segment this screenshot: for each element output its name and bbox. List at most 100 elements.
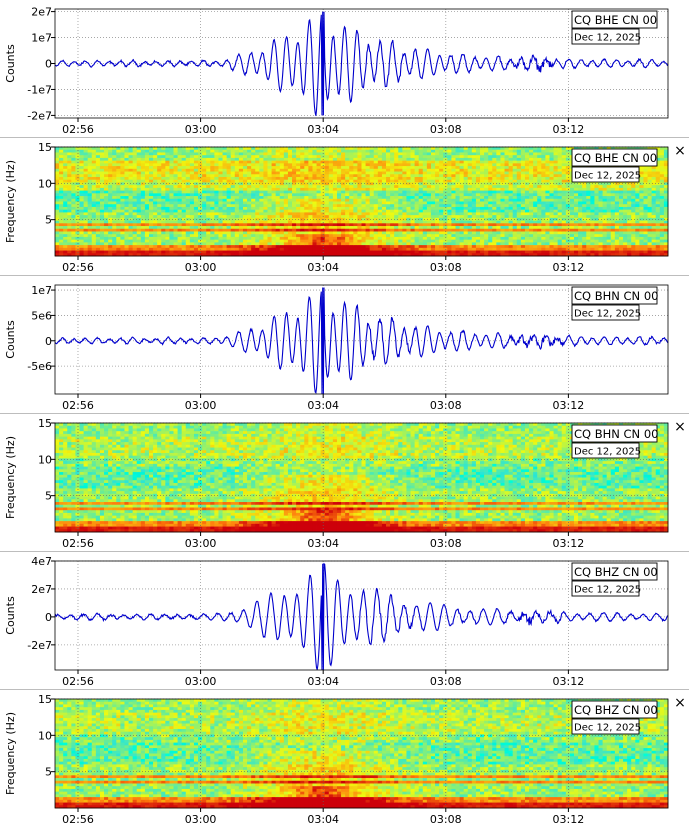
station-title: CQ BHE CN 00 bbox=[574, 151, 657, 165]
BHE-spectrogram-chart: 15 10 5 Frequency (Hz) 02:56 03:00 03:04 03:08 0… bbox=[4, 141, 686, 274]
waveform-trace bbox=[54, 562, 669, 671]
station-date: Dec 12, 2025 bbox=[574, 309, 641, 320]
x-tick-label: 02:56 bbox=[62, 123, 94, 136]
y-tick-label: -1e7 bbox=[27, 83, 52, 96]
y-tick-label: 10 bbox=[38, 177, 52, 190]
x-tick-label: 03:08 bbox=[430, 399, 462, 412]
panel-divider bbox=[0, 689, 689, 690]
x-tick-label: 03:04 bbox=[307, 399, 339, 412]
x-tick-label: 03:12 bbox=[553, 537, 585, 550]
x-tick-label: 03:00 bbox=[185, 813, 217, 826]
station-badge: CQ BHE CN 00 Dec 12, 2025 bbox=[571, 148, 658, 183]
station-title: CQ BHE CN 00 bbox=[574, 13, 657, 27]
station-date: Dec 12, 2025 bbox=[574, 33, 641, 44]
x-tick-label: 02:56 bbox=[62, 537, 94, 550]
x-tick-label: 03:04 bbox=[307, 537, 339, 550]
waveform-trace bbox=[54, 287, 669, 395]
y-tick-label: 15 bbox=[38, 693, 52, 706]
waveform-trace bbox=[54, 11, 669, 116]
x-tick-label: 03:12 bbox=[553, 813, 585, 826]
x-tick-label: 03:08 bbox=[430, 261, 462, 274]
x-tick-label: 02:56 bbox=[62, 675, 94, 688]
station-badge: CQ BHZ CN 00 Dec 12, 2025 bbox=[571, 700, 658, 735]
station-title: CQ BHN CN 00 bbox=[574, 289, 658, 303]
station-title: CQ BHZ CN 00 bbox=[574, 703, 658, 717]
station-date: Dec 12, 2025 bbox=[574, 447, 641, 458]
x-tick-label: 03:12 bbox=[553, 261, 585, 274]
station-title: CQ BHN CN 00 bbox=[574, 427, 658, 441]
close-icon[interactable]: × bbox=[674, 143, 686, 159]
x-tick-label: 03:04 bbox=[307, 123, 339, 136]
y-axis-label: Counts bbox=[4, 44, 17, 83]
y-tick-label: 5 bbox=[45, 490, 52, 503]
x-tick-label: 02:56 bbox=[62, 399, 94, 412]
x-tick-label: 02:56 bbox=[62, 261, 94, 274]
plot-frame bbox=[54, 560, 669, 671]
x-tick-label: 03:00 bbox=[185, 123, 217, 136]
station-title: CQ BHZ CN 00 bbox=[574, 565, 658, 579]
y-axis-label: Counts bbox=[4, 596, 17, 635]
y-tick-label: 4e7 bbox=[31, 555, 52, 568]
plot-frame bbox=[54, 422, 669, 533]
y-axis-label: Counts bbox=[4, 320, 17, 359]
x-tick-label: 03:00 bbox=[185, 399, 217, 412]
y-tick-label: -2e7 bbox=[27, 109, 52, 122]
plot-frame bbox=[54, 8, 669, 119]
close-icon[interactable]: × bbox=[674, 419, 686, 435]
station-date: Dec 12, 2025 bbox=[574, 585, 641, 596]
y-tick-label: 1e7 bbox=[31, 284, 52, 297]
y-tick-label: 15 bbox=[38, 141, 52, 154]
BHZ-waveform-chart: 4e7 2e7 0 -2e7 Counts 02:56 03:00 03:04 03:08 03:… bbox=[4, 555, 669, 688]
BHZ-spectrogram-chart: 15 10 5 Frequency (Hz) 02:56 03:00 03:04 03:08 0… bbox=[4, 693, 686, 826]
y-tick-label: 10 bbox=[38, 729, 52, 742]
y-tick-label: 5 bbox=[45, 766, 52, 779]
x-tick-label: 03:04 bbox=[307, 675, 339, 688]
plot-frame bbox=[54, 284, 669, 395]
BHN-waveform-chart: 1e7 5e6 0 -5e6 Counts 02:56 03:00 03:04 03:08 03:… bbox=[4, 284, 669, 412]
plot-frame bbox=[54, 698, 669, 809]
y-tick-label: 2e7 bbox=[31, 6, 52, 19]
x-tick-label: 02:56 bbox=[62, 813, 94, 826]
x-tick-label: 03:08 bbox=[430, 537, 462, 550]
y-tick-label: 5e6 bbox=[31, 309, 52, 322]
x-tick-label: 03:12 bbox=[553, 399, 585, 412]
station-badge: CQ BHN CN 00 Dec 12, 2025 bbox=[571, 424, 658, 459]
x-tick-label: 03:00 bbox=[185, 261, 217, 274]
y-tick-label: -2e7 bbox=[27, 639, 52, 652]
x-tick-label: 03:08 bbox=[430, 123, 462, 136]
y-tick-label: 10 bbox=[38, 453, 52, 466]
station-date: Dec 12, 2025 bbox=[574, 171, 641, 182]
panel-divider bbox=[0, 551, 689, 552]
panel-divider bbox=[0, 137, 689, 138]
x-tick-label: 03:08 bbox=[430, 813, 462, 826]
plot-frame bbox=[54, 146, 669, 257]
BHE-waveform-chart: 2e7 1e7 0 -1e7 -2e7 Counts 02:56 03:00 03:04 03:0… bbox=[4, 6, 669, 136]
y-tick-label: 2e7 bbox=[31, 583, 52, 596]
y-tick-label: 5 bbox=[45, 214, 52, 227]
station-badge: CQ BHZ CN 00 Dec 12, 2025 bbox=[571, 562, 658, 597]
y-tick-label: 15 bbox=[38, 417, 52, 430]
panel-divider bbox=[0, 275, 689, 276]
y-tick-label: 0 bbox=[45, 335, 52, 348]
panel-divider bbox=[0, 413, 689, 414]
x-tick-label: 03:00 bbox=[185, 537, 217, 550]
y-tick-label: -5e6 bbox=[27, 360, 52, 373]
station-badge: CQ BHN CN 00 Dec 12, 2025 bbox=[571, 286, 658, 321]
y-tick-label: 0 bbox=[45, 58, 52, 71]
y-tick-label: 0 bbox=[45, 611, 52, 624]
y-axis-label: Frequency (Hz) bbox=[4, 436, 17, 519]
station-date: Dec 12, 2025 bbox=[574, 723, 641, 734]
y-tick-label: 1e7 bbox=[31, 32, 52, 45]
station-badge: CQ BHE CN 00 Dec 12, 2025 bbox=[571, 10, 658, 45]
BHN-spectrogram-chart: 15 10 5 Frequency (Hz) 02:56 03:00 03:04 03:08 0… bbox=[4, 417, 686, 550]
spectrogram-cells bbox=[55, 147, 669, 257]
x-tick-label: 03:12 bbox=[553, 675, 585, 688]
y-axis-label: Frequency (Hz) bbox=[4, 712, 17, 795]
x-tick-label: 03:00 bbox=[185, 675, 217, 688]
x-tick-label: 03:04 bbox=[307, 261, 339, 274]
x-tick-label: 03:08 bbox=[430, 675, 462, 688]
close-icon[interactable]: × bbox=[674, 695, 686, 711]
x-tick-label: 03:12 bbox=[553, 123, 585, 136]
y-axis-label: Frequency (Hz) bbox=[4, 160, 17, 243]
